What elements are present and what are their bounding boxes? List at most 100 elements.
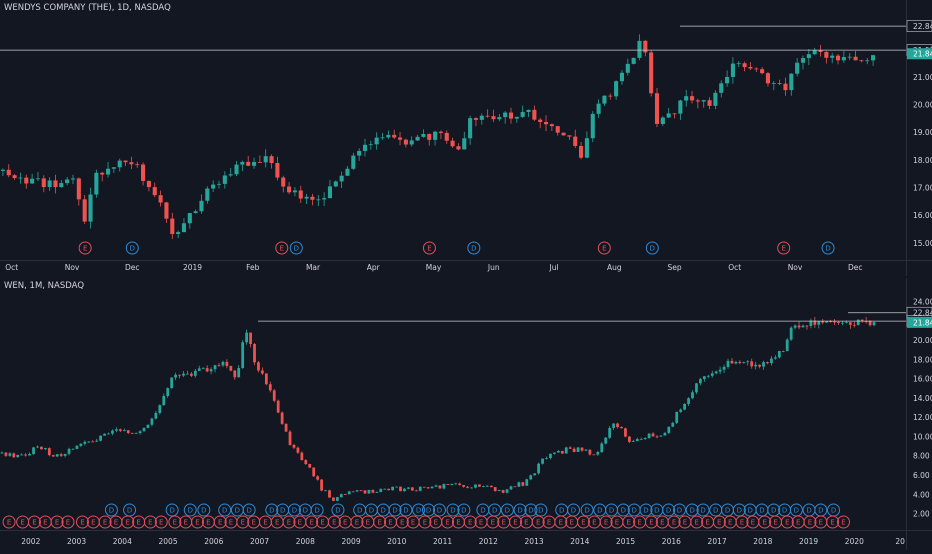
dividend-marker[interactable]: D bbox=[696, 503, 710, 517]
earnings-marker[interactable]: E bbox=[338, 515, 352, 529]
earnings-marker[interactable]: E bbox=[610, 515, 624, 529]
earnings-marker[interactable]: E bbox=[270, 515, 284, 529]
earnings-marker[interactable]: E bbox=[769, 515, 783, 529]
dividend-marker[interactable]: D bbox=[627, 503, 641, 517]
earnings-marker[interactable]: E bbox=[497, 515, 511, 529]
earnings-marker[interactable]: E bbox=[746, 515, 760, 529]
dividend-marker[interactable]: D bbox=[821, 241, 835, 255]
earnings-marker[interactable]: E bbox=[132, 515, 146, 529]
dividend-marker[interactable]: D bbox=[580, 503, 594, 517]
dividend-marker[interactable]: D bbox=[616, 503, 630, 517]
dividend-marker[interactable]: D bbox=[289, 241, 303, 255]
earnings-marker[interactable]: E bbox=[701, 515, 715, 529]
earnings-marker[interactable]: E bbox=[418, 515, 432, 529]
dividend-marker[interactable]: D bbox=[827, 503, 841, 517]
earnings-marker[interactable]: E bbox=[213, 515, 227, 529]
earnings-marker[interactable]: E bbox=[712, 515, 726, 529]
earnings-marker[interactable]: E bbox=[293, 515, 307, 529]
earnings-marker[interactable]: E bbox=[509, 515, 523, 529]
dividend-marker[interactable]: D bbox=[732, 503, 746, 517]
dividend-marker[interactable]: D bbox=[755, 503, 769, 517]
earnings-marker[interactable]: E bbox=[109, 515, 123, 529]
dividend-marker[interactable]: D bbox=[422, 503, 436, 517]
dividend-marker[interactable]: D bbox=[399, 503, 413, 517]
dividend-marker[interactable]: D bbox=[230, 503, 244, 517]
dividend-marker[interactable]: D bbox=[432, 503, 446, 517]
earnings-marker[interactable]: E bbox=[27, 515, 41, 529]
earnings-marker[interactable]: E bbox=[758, 515, 772, 529]
dividend-marker[interactable]: D bbox=[467, 241, 481, 255]
earnings-marker[interactable]: E bbox=[258, 515, 272, 529]
dividend-marker[interactable]: D bbox=[814, 503, 828, 517]
earnings-marker[interactable]: E bbox=[791, 515, 805, 529]
dividend-marker[interactable]: D bbox=[534, 503, 548, 517]
dividend-marker[interactable]: D bbox=[183, 503, 197, 517]
earnings-marker[interactable]: E bbox=[429, 515, 443, 529]
earnings-marker[interactable]: E bbox=[275, 241, 289, 255]
earnings-marker[interactable]: E bbox=[61, 515, 75, 529]
earnings-marker[interactable]: E bbox=[361, 515, 375, 529]
dividend-marker[interactable]: D bbox=[593, 503, 607, 517]
earnings-marker[interactable]: E bbox=[531, 515, 545, 529]
earnings-marker[interactable]: E bbox=[597, 241, 611, 255]
earnings-marker[interactable]: E bbox=[224, 515, 238, 529]
dividend-marker[interactable]: D bbox=[123, 503, 137, 517]
earnings-marker[interactable]: E bbox=[667, 515, 681, 529]
earnings-marker[interactable]: E bbox=[777, 241, 791, 255]
earnings-marker[interactable]: E bbox=[350, 515, 364, 529]
dividend-marker[interactable]: D bbox=[650, 503, 664, 517]
dividend-marker[interactable]: D bbox=[673, 503, 686, 517]
dividend-marker[interactable]: D bbox=[639, 503, 653, 517]
dividend-marker[interactable]: D bbox=[662, 503, 676, 517]
dividend-marker[interactable]: D bbox=[242, 503, 256, 517]
dividend-marker[interactable]: D bbox=[376, 503, 390, 517]
dividend-marker[interactable]: D bbox=[767, 503, 781, 517]
earnings-marker[interactable]: E bbox=[486, 515, 500, 529]
dividend-marker[interactable]: D bbox=[566, 503, 580, 517]
earnings-marker[interactable]: E bbox=[282, 515, 296, 529]
earnings-marker[interactable]: E bbox=[565, 515, 579, 529]
dividend-marker[interactable]: D bbox=[685, 503, 699, 517]
earnings-marker[interactable]: E bbox=[554, 515, 568, 529]
dividend-marker[interactable]: D bbox=[265, 503, 279, 517]
earnings-marker[interactable]: E bbox=[451, 515, 465, 529]
dividend-marker[interactable]: D bbox=[218, 503, 232, 517]
dividend-marker[interactable]: D bbox=[802, 503, 816, 517]
earnings-marker[interactable]: E bbox=[316, 515, 330, 529]
earnings-marker[interactable]: E bbox=[826, 515, 840, 529]
dividend-marker[interactable]: D bbox=[125, 241, 139, 255]
dividend-marker[interactable]: D bbox=[476, 503, 490, 517]
dividend-marker[interactable]: D bbox=[197, 503, 211, 517]
dividend-marker[interactable]: D bbox=[743, 503, 757, 517]
earnings-marker[interactable]: E bbox=[327, 515, 341, 529]
earnings-marker[interactable]: E bbox=[599, 515, 613, 529]
earnings-marker[interactable]: E bbox=[16, 515, 30, 529]
monthly-panel[interactable]: WEN, 1M, NASDAQ 2.00 4.00 6.00 8.00 10.00 12.0… bbox=[0, 278, 932, 550]
earnings-marker[interactable]: E bbox=[542, 515, 556, 529]
dividend-marker[interactable]: D bbox=[298, 503, 312, 517]
dividend-marker[interactable]: D bbox=[789, 503, 803, 517]
earnings-marker[interactable]: E bbox=[38, 515, 52, 529]
dividend-marker[interactable]: D bbox=[446, 503, 460, 517]
dividend-marker[interactable]: D bbox=[721, 503, 735, 517]
earnings-marker[interactable]: E bbox=[50, 515, 64, 529]
earnings-marker[interactable]: E bbox=[422, 241, 436, 255]
earnings-marker[interactable]: E bbox=[587, 515, 601, 529]
dividend-marker[interactable]: D bbox=[287, 503, 301, 517]
dividend-marker[interactable]: D bbox=[488, 503, 502, 517]
earnings-marker[interactable]: E bbox=[154, 515, 168, 529]
earnings-marker[interactable]: E bbox=[247, 515, 261, 529]
dividend-marker[interactable]: D bbox=[500, 503, 514, 517]
earnings-marker[interactable]: E bbox=[690, 515, 704, 529]
earnings-marker[interactable]: E bbox=[519, 515, 533, 529]
earnings-marker[interactable]: E bbox=[836, 515, 850, 529]
earnings-marker[interactable]: E bbox=[633, 515, 647, 529]
earnings-marker[interactable]: E bbox=[395, 515, 409, 529]
earnings-marker[interactable]: E bbox=[463, 515, 477, 529]
dividend-marker[interactable]: D bbox=[412, 503, 426, 517]
earnings-marker[interactable]: E bbox=[406, 515, 420, 529]
dividend-marker[interactable]: D bbox=[513, 503, 527, 517]
dividend-marker[interactable]: D bbox=[104, 503, 118, 517]
earnings-marker[interactable]: E bbox=[2, 515, 16, 529]
daily-panel[interactable]: WENDYS COMPANY (THE), 1D, NASDAQ 15.00 16.… bbox=[0, 0, 932, 276]
